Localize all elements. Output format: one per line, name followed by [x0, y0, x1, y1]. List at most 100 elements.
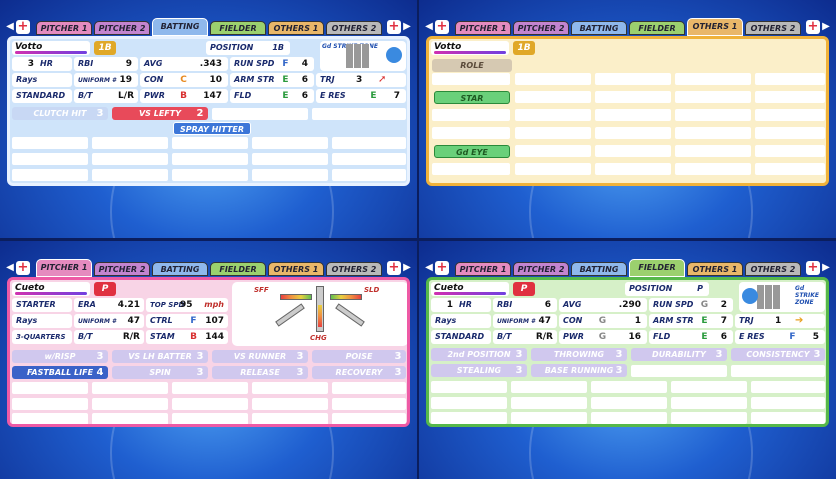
plus-left-icon[interactable]: +	[16, 19, 30, 34]
ability-star[interactable]: STAR	[434, 91, 510, 104]
skill-durability[interactable]: DURABILITY 3	[631, 348, 727, 361]
position-badge: 1B	[513, 41, 535, 55]
skill-w-risp[interactable]: w/RISP 3	[12, 350, 108, 363]
tab-pitcher2[interactable]: PITCHER 2	[513, 262, 569, 276]
arrow-right-icon[interactable]: ▶	[822, 262, 830, 273]
ability-slot-empty	[595, 109, 671, 121]
tab-batting[interactable]: BATTING	[571, 21, 627, 35]
arrow-right-icon[interactable]: ▶	[822, 21, 830, 32]
ability-gd-eye[interactable]: Gd EYE	[434, 145, 510, 158]
tab-pitcher2[interactable]: PITCHER 2	[513, 21, 569, 35]
tab-pitcher1[interactable]: PITCHER 1	[455, 21, 511, 35]
tab-pitcher2[interactable]: PITCHER 2	[94, 262, 150, 276]
tab-fielder[interactable]: FIELDER	[629, 259, 685, 277]
plus-right-icon[interactable]: +	[387, 260, 401, 275]
tab-others1[interactable]: OTHERS 1	[268, 262, 324, 276]
pitch-arm-right	[335, 303, 365, 327]
error-resistance-cell: E RES E 7	[316, 89, 406, 103]
plus-right-icon[interactable]: +	[806, 260, 820, 275]
arrow-left-icon[interactable]: ◀	[6, 21, 14, 32]
tab-fielder[interactable]: FIELDER	[210, 262, 266, 276]
skill-release[interactable]: RELEASE 3	[212, 366, 308, 379]
skill-poise[interactable]: POISE 3	[312, 350, 406, 363]
tab-pitcher1[interactable]: PITCHER 1	[455, 262, 511, 276]
tab-others2[interactable]: OTHERS 2	[326, 21, 382, 35]
tab-others2[interactable]: OTHERS 2	[745, 262, 801, 276]
pitch-sld-label: SLD	[364, 286, 380, 294]
skill-vs-runner[interactable]: VS RUNNER 3	[212, 350, 308, 363]
tab-fielder[interactable]: FIELDER	[210, 21, 266, 35]
ability-slot-empty	[515, 127, 591, 139]
error-resistance-cell: E RES F 5	[735, 330, 825, 344]
tab-others1[interactable]: OTHERS 1	[687, 262, 743, 276]
tab-pitcher2[interactable]: PITCHER 2	[94, 21, 150, 35]
player-name: Cueto	[431, 282, 509, 296]
ability-slot-empty	[515, 145, 591, 157]
skill-slot-empty	[92, 137, 168, 149]
tab-batting[interactable]: BATTING	[152, 262, 208, 276]
skill-slot-empty	[92, 398, 168, 410]
tab-pitcher1[interactable]: PITCHER 1	[36, 21, 92, 35]
skill-vs-lefty[interactable]: VS LEFTY 2	[112, 107, 208, 120]
skill-slot-empty	[751, 397, 825, 409]
skill-slot-empty	[751, 381, 825, 393]
skill-base-running[interactable]: BASE RUNNING 3	[531, 364, 627, 377]
position-badge: P	[513, 282, 535, 296]
strike-zone-grid-icon	[757, 285, 781, 309]
arrow-left-icon[interactable]: ◀	[425, 262, 433, 273]
arrow-left-icon[interactable]: ◀	[425, 21, 433, 32]
bat-throw-cell: B/T L/R	[74, 89, 138, 103]
plus-right-icon[interactable]: +	[387, 19, 401, 34]
stance-cell: STANDARD	[12, 89, 72, 103]
team-cell: Rays	[431, 314, 491, 328]
tab-batting[interactable]: BATTING	[571, 262, 627, 276]
plus-left-icon[interactable]: +	[435, 260, 449, 275]
skill-slot-empty	[731, 365, 825, 377]
pitcher1-panel: Cueto P STARTER ERA 4.21 TOP SPD 95 mph R…	[7, 277, 410, 427]
pitch-arm-left	[275, 303, 305, 327]
skill-slot-empty	[12, 137, 88, 149]
pitch-sff-label: SFF	[254, 286, 269, 294]
arrow-right-icon[interactable]: ▶	[403, 262, 411, 273]
ability-slot-empty	[755, 127, 825, 139]
skill-slot-empty	[92, 169, 168, 181]
tab-pitcher1[interactable]: PITCHER 1	[36, 259, 92, 277]
ability-slot-empty	[432, 127, 510, 139]
skill-slot-empty	[172, 398, 248, 410]
skill-slot-empty	[591, 397, 667, 409]
skill-clutch-hit[interactable]: CLUTCH HIT 3	[12, 107, 108, 120]
bat-throw-cell: B/T R/R	[74, 330, 144, 344]
tab-batting[interactable]: BATTING	[152, 18, 208, 36]
tab-others1[interactable]: OTHERS 1	[268, 21, 324, 35]
skill-spray-hitter[interactable]: SPRAY HITTER	[173, 122, 251, 135]
tab-others2[interactable]: OTHERS 2	[745, 21, 801, 35]
plus-left-icon[interactable]: +	[16, 260, 30, 275]
plus-right-icon[interactable]: +	[806, 19, 820, 34]
ability-slot-empty	[675, 109, 751, 121]
skill-slot-empty	[591, 381, 667, 393]
ability-slot-empty	[595, 91, 671, 103]
tab-others1[interactable]: OTHERS 1	[687, 18, 743, 36]
skill-consistency[interactable]: CONSISTENCY 3	[731, 348, 825, 361]
skill-fastball-life[interactable]: FASTBALL LIFE 4	[12, 366, 108, 379]
skill-slot-empty	[431, 381, 507, 393]
skill-slot-empty	[511, 412, 587, 424]
fielder-panel: Cueto P POSITION P Gd STRIKE ZONE 1 HR RB…	[426, 277, 829, 427]
skill-stealing[interactable]: STEALING 3	[431, 364, 527, 377]
skill-vs-lh-batter[interactable]: VS LH BATTER 3	[112, 350, 208, 363]
ability-slot-empty	[675, 145, 751, 157]
tab-others2[interactable]: OTHERS 2	[326, 262, 382, 276]
arrow-right-icon[interactable]: ▶	[403, 21, 411, 32]
tab-fielder[interactable]: FIELDER	[629, 21, 685, 35]
skill-throwing[interactable]: THROWING 3	[531, 348, 627, 361]
rbi-cell: RBI 6	[493, 298, 557, 312]
skill-spin[interactable]: SPIN 3	[112, 366, 208, 379]
skill-slot-empty	[252, 413, 328, 424]
skill-recovery[interactable]: RECOVERY 3	[312, 366, 406, 379]
plus-left-icon[interactable]: +	[435, 19, 449, 34]
arrow-left-icon[interactable]: ◀	[6, 262, 14, 273]
ability-slot-empty	[515, 163, 591, 175]
avg-cell: AVG .343	[140, 57, 228, 71]
skill-slot-empty	[252, 169, 328, 181]
skill-2nd-position[interactable]: 2nd POSITION 3	[431, 348, 527, 361]
